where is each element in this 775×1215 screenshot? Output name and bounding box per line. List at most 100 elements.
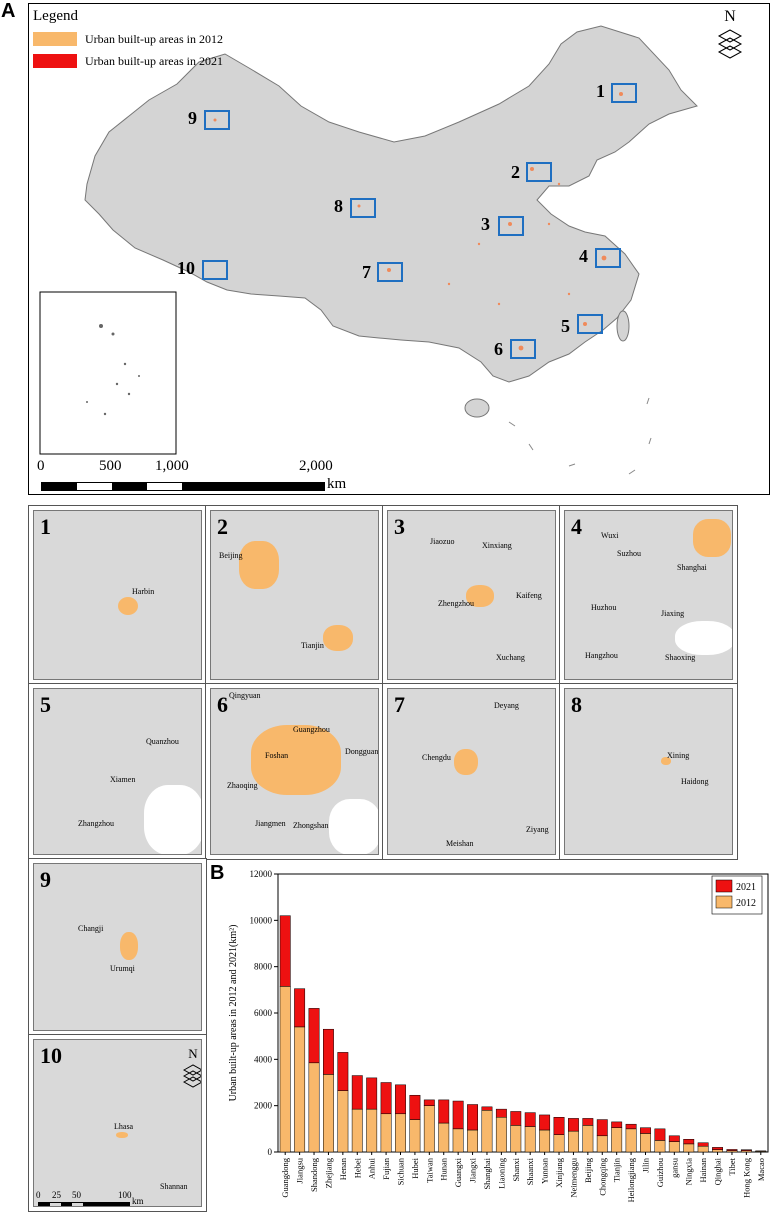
x-tick-label: Liaoning — [496, 1157, 506, 1188]
x-tick-label: Henan — [338, 1157, 348, 1180]
region-box-4 — [595, 248, 621, 268]
y-tick-label: 6000 — [254, 1008, 273, 1018]
city-label: Xuchang — [496, 653, 525, 662]
x-tick-label: Heilongjiang — [626, 1157, 636, 1202]
bar-2012 — [409, 1119, 421, 1153]
y-tick-label: 2000 — [254, 1101, 273, 1111]
bar-2021 — [495, 1108, 507, 1118]
region-box-5 — [577, 314, 603, 334]
bar-2021 — [452, 1100, 464, 1130]
inset-7: 7 Deyang Chengdu Meishan Ziyang — [382, 683, 561, 860]
panel-a-letter: A — [1, 0, 16, 22]
china-map — [39, 25, 698, 475]
legend-label-2021: 2021 — [736, 882, 756, 893]
region-label-5: 5 — [561, 316, 570, 336]
hainan-island — [464, 398, 490, 418]
legend-box — [711, 875, 763, 915]
region-label-2: 2 — [511, 162, 520, 182]
scale-label-1000: 1,000 — [155, 458, 189, 474]
x-tick-label: Chongqing — [597, 1157, 607, 1196]
city-label: Zhengzhou — [438, 599, 474, 608]
bar-2012 — [423, 1105, 435, 1153]
x-tick-label: Hong Kong — [741, 1157, 751, 1198]
plot-frame — [277, 873, 769, 1153]
legend-swatch-2012 — [715, 895, 733, 909]
city-label: Meishan — [446, 839, 474, 848]
bar-2021 — [596, 1119, 608, 1137]
x-tick-label: Hubei — [410, 1157, 420, 1178]
estuary-water — [329, 799, 378, 854]
x-tick-label: Taiwan — [424, 1157, 434, 1183]
inset-9: 9 Changji Urumqi — [28, 858, 207, 1036]
city-label: Shanghai — [677, 563, 707, 572]
legend-title: Legend — [33, 8, 78, 24]
inset-number: 10 — [40, 1043, 62, 1068]
x-tick-label: Ningxia — [684, 1158, 694, 1186]
bar-2012 — [467, 1129, 478, 1153]
city-label: Ziyang — [526, 825, 549, 834]
region-label-6: 6 — [494, 339, 503, 359]
urban-patch — [251, 725, 341, 795]
bar-2021 — [726, 1149, 738, 1151]
city-label: Zhongshan — [293, 821, 329, 830]
x-tick-label: Xinjiang — [554, 1157, 564, 1187]
bar-2012 — [323, 1074, 334, 1153]
bar-2012 — [495, 1117, 507, 1153]
x-tick-label: Jiangsu — [295, 1157, 305, 1183]
x-tick-label: Neimenggu — [568, 1157, 578, 1197]
y-axis-label: Urban built-up areas in 2012 and 2021(km… — [228, 925, 239, 1102]
inset-3: 3 Jiaozuo Xinxiang Zhengzhou Kaifeng Xuc… — [382, 505, 561, 685]
inset-4: 4 Wuxi Suzhou Shanghai Huzhou Jiaxing Ha… — [559, 505, 738, 685]
urban-patch — [454, 749, 478, 775]
bar-2021 — [524, 1112, 536, 1127]
bar-2021 — [553, 1117, 565, 1135]
x-tick-label: Tianjin — [612, 1157, 622, 1182]
inset-number: 2 — [217, 514, 228, 539]
legend-swatch-2021 — [33, 54, 77, 68]
city-label: Quanzhou — [146, 737, 179, 746]
inset-10: 10 N Lhasa Shannan 0 25 50 100 km — [28, 1034, 207, 1212]
bar-2012 — [683, 1143, 695, 1153]
city-label: Deyang — [494, 701, 519, 710]
bar-2021 — [668, 1135, 680, 1142]
bar-chart: 0 2000 4000 6000 8000 10000 12000 Urban built-u… — [228, 869, 769, 1202]
urban-patch — [239, 541, 279, 589]
region-label-4: 4 — [579, 246, 588, 266]
inset-scale-100: 100 — [118, 1190, 132, 1200]
city-label: Zhangzhou — [78, 819, 114, 828]
region-label-8: 8 — [334, 196, 343, 216]
inset-scale-25: 25 — [52, 1190, 61, 1200]
x-tick-label: Sichuan — [396, 1157, 406, 1185]
bar-2021 — [740, 1149, 752, 1151]
x-tick-label: Guizhou — [655, 1157, 665, 1187]
taiwan-island — [616, 310, 630, 342]
inset-number: 3 — [394, 514, 405, 539]
bar-2021 — [380, 1082, 392, 1115]
bar-2012 — [625, 1128, 637, 1153]
bay-water — [675, 621, 732, 655]
y-tick-label: 12000 — [250, 869, 273, 879]
scale-label-2000: 2,000 — [299, 458, 333, 474]
south-sea-inset-dots — [86, 324, 140, 416]
scale-unit: km — [327, 476, 347, 492]
x-tick-label: Shanxi — [511, 1157, 521, 1181]
bar-2012 — [582, 1125, 594, 1153]
bar-2012 — [395, 1113, 406, 1153]
city-label: Urumqi — [110, 964, 135, 973]
city-label: Tianjin — [301, 641, 324, 650]
inset-number: 6 — [217, 692, 228, 717]
city-label: Suzhou — [617, 549, 641, 558]
bar-2012 — [481, 1110, 493, 1153]
north-arrow-letter: N — [188, 1046, 198, 1061]
inset-number: 1 — [40, 514, 51, 539]
city-label: Zhaoqing — [227, 781, 258, 790]
legend-label-2012: Urban built-up areas in 2012 — [85, 32, 223, 46]
region-box-6 — [510, 339, 536, 359]
region-label-9: 9 — [188, 108, 197, 128]
x-tick-label: Shandong — [309, 1157, 319, 1192]
panel-b-letter: B — [210, 862, 225, 884]
north-arrow-letter: N — [724, 8, 736, 25]
x-tick-label: Zhejiang — [323, 1157, 333, 1188]
inset-2: 2 Beijing Tianjin — [205, 505, 384, 685]
bar-2021 — [654, 1128, 666, 1141]
